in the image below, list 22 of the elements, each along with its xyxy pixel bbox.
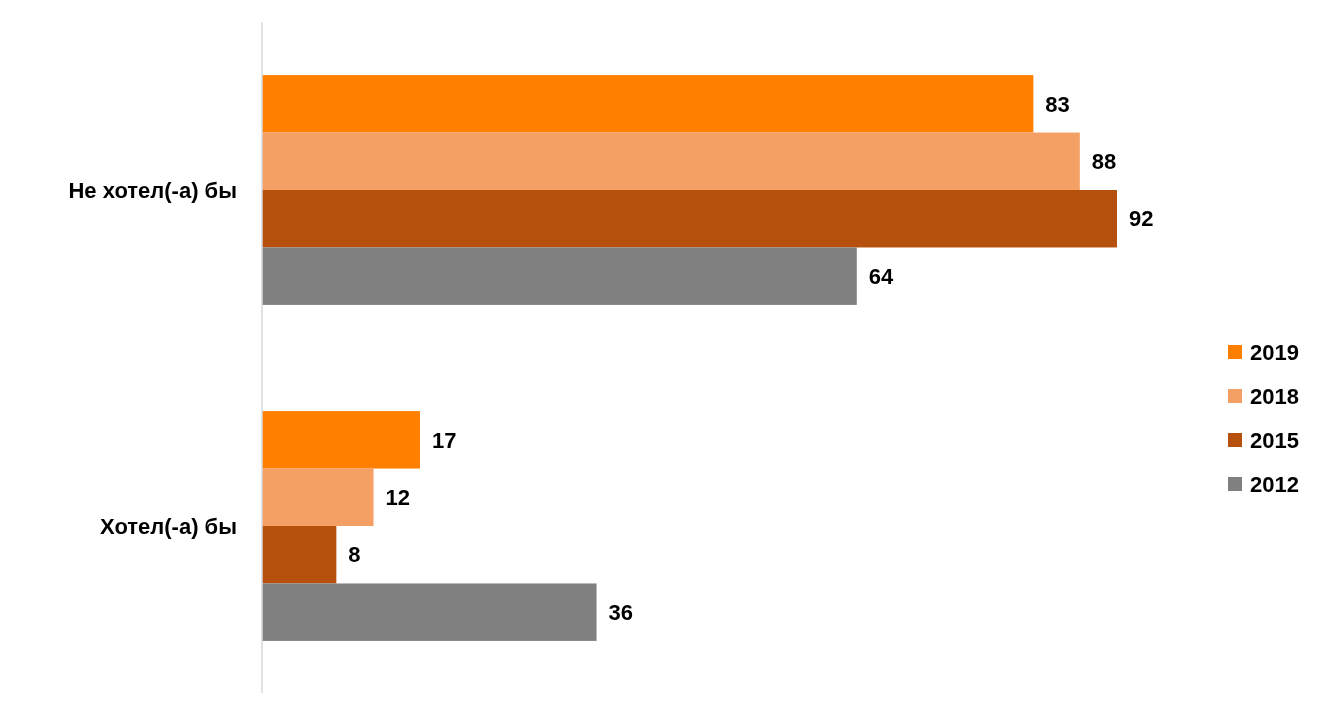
data-label: 88 (1091, 148, 1117, 174)
data-label: 92 (1129, 206, 1154, 232)
bar (262, 411, 420, 469)
data-label: 64 (868, 263, 895, 289)
bar (262, 468, 374, 526)
bar (262, 526, 337, 584)
legend-label: 2019 (1250, 339, 1299, 365)
y-tick-label: Не хотел(-а) бы (68, 177, 237, 203)
data-label: 17 (431, 427, 457, 453)
bar (262, 75, 1034, 133)
bar (262, 247, 857, 305)
legend-label: 2015 (1250, 427, 1299, 453)
data-label: 12 (385, 484, 411, 510)
bar (262, 132, 1080, 190)
bar (262, 583, 597, 641)
legend-label: 2012 (1250, 471, 1299, 497)
legend-label: 2018 (1250, 383, 1299, 409)
data-label: 36 (608, 599, 634, 625)
data-label: 8 (348, 542, 361, 568)
y-tick-label: Хотел(-а) бы (100, 513, 237, 539)
bar (262, 190, 1117, 248)
data-label: 83 (1045, 91, 1070, 117)
